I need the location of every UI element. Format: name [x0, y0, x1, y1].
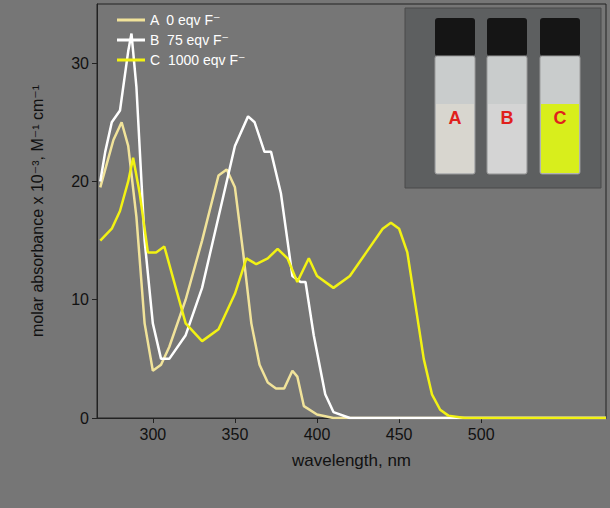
svg-text:0: 0 — [80, 410, 89, 427]
svg-text:A 0 eqv F⁻: A 0 eqv F⁻ — [150, 12, 220, 28]
svg-text:C: C — [554, 108, 567, 128]
svg-text:500: 500 — [468, 426, 495, 443]
svg-text:20: 20 — [71, 173, 89, 190]
svg-text:A: A — [449, 108, 462, 128]
svg-text:30: 30 — [71, 55, 89, 72]
svg-text:350: 350 — [222, 426, 249, 443]
svg-text:300: 300 — [139, 426, 166, 443]
svg-text:B 75 eqv F⁻: B 75 eqv F⁻ — [150, 32, 229, 48]
svg-text:C 1000 eqv F⁻: C 1000 eqv F⁻ — [150, 52, 245, 68]
svg-text:10: 10 — [71, 291, 89, 308]
svg-text:400: 400 — [304, 426, 331, 443]
svg-text:B: B — [501, 108, 514, 128]
svg-text:450: 450 — [386, 426, 413, 443]
svg-text:wavelength, nm: wavelength, nm — [291, 451, 411, 470]
svg-text:molar absorbance x 10⁻³, M⁻¹ c: molar absorbance x 10⁻³, M⁻¹ cm⁻¹ — [29, 85, 46, 337]
